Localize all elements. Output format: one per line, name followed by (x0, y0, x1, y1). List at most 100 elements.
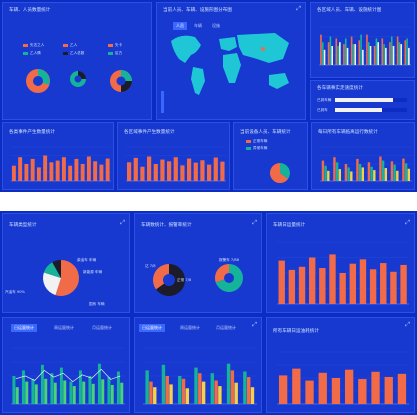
series-line (15, 368, 121, 382)
bar (72, 386, 76, 404)
bar (153, 387, 157, 404)
bar (110, 384, 114, 404)
bar (49, 162, 54, 181)
donut-charts (26, 69, 132, 93)
bar (30, 158, 35, 181)
panel-title: 车辆、人员数量统计 (9, 8, 51, 13)
pie-label: 汽油车 90% (5, 290, 25, 294)
bar (358, 164, 362, 181)
tab-monthly[interactable]: 月运量统计 (92, 325, 112, 330)
bar (339, 42, 341, 65)
pie-slice (52, 260, 61, 278)
donut-chart-2 (70, 71, 86, 87)
volume-compare-chart (143, 347, 257, 405)
expand-icon[interactable]: ⤢ (120, 219, 125, 226)
bar (370, 166, 373, 181)
bar (127, 162, 132, 181)
bar (55, 160, 60, 181)
bar (68, 165, 73, 181)
tab-daily[interactable]: 日运量统计 (11, 324, 37, 332)
bar (133, 157, 138, 181)
tab-monthly[interactable]: 月运量统计 (216, 325, 236, 330)
bar (404, 163, 408, 181)
bar (15, 387, 19, 404)
pie-slice (43, 262, 61, 278)
legend-swatch (108, 43, 113, 47)
panel-title: 各区域人员、车辆、设施统计图 (317, 8, 382, 13)
bar (324, 165, 327, 181)
map-legend-bar (161, 91, 164, 113)
bar (321, 160, 325, 181)
bar (213, 157, 218, 181)
bar (352, 44, 355, 65)
tab-weekly[interactable]: 周运量统计 (180, 325, 200, 330)
bar (167, 161, 172, 181)
tab-daily[interactable]: 日运量统计 (139, 324, 165, 332)
continent-europe (219, 37, 237, 51)
bar (305, 380, 314, 404)
event-type-bar-chart (11, 146, 111, 182)
tab-weekly[interactable]: 周运量统计 (54, 325, 74, 330)
bar (220, 161, 225, 181)
bar (53, 382, 57, 404)
panel-title: 所有车辆日运油耗统计 (273, 329, 319, 334)
bar (230, 370, 235, 404)
panel-volume-compare: ⤢ 日运量统计 周运量统计 月运量统计 (134, 317, 262, 413)
bar (397, 373, 407, 404)
bar (24, 164, 29, 181)
bar (396, 36, 399, 65)
bar (308, 257, 316, 304)
bar (390, 271, 397, 304)
donut-chart-1 (26, 69, 50, 93)
expand-icon[interactable]: ⤢ (252, 219, 257, 226)
pie-slice (153, 264, 169, 290)
bar (278, 260, 285, 304)
bar (373, 170, 376, 181)
tab-vehicles[interactable]: 车辆 (194, 23, 202, 28)
expand-icon[interactable]: ⤢ (405, 219, 410, 226)
donut-hole (163, 274, 175, 286)
panel-people-vehicle-count: 车辆、人员数量统计 矢志之人 乙人情 乙人 乙人总数 矢卡 区方 (2, 2, 152, 120)
bar (140, 166, 145, 181)
legend-item: 正常车辆 (246, 139, 267, 144)
bar (318, 372, 327, 404)
expand-icon[interactable]: ⤢ (405, 321, 410, 328)
pie-label: 报警车 7/88 (219, 258, 239, 262)
bar (400, 44, 403, 65)
fuel-consumption-bar-chart (277, 351, 409, 405)
device-pie-chart (270, 163, 290, 183)
bar (333, 157, 336, 181)
bar (381, 38, 384, 65)
bar (145, 370, 149, 404)
bar (91, 383, 95, 404)
bar (160, 159, 165, 181)
bar (393, 164, 396, 181)
bar (335, 162, 339, 181)
legend-item: 乙人总数 (63, 51, 84, 56)
bar (187, 158, 192, 181)
donut-hole (224, 273, 234, 283)
expand-icon[interactable]: ⤢ (296, 5, 301, 12)
legend-item: 区方 (108, 51, 122, 56)
donut-hole (116, 76, 126, 86)
bar (366, 34, 368, 65)
tab-facilities[interactable]: 设施 (212, 23, 220, 28)
legend-swatch (246, 139, 251, 143)
bar (398, 42, 401, 65)
panel-title: 各区域事件产生数量统计 (124, 130, 175, 135)
donut-hole (74, 75, 82, 83)
bar (147, 156, 152, 181)
bar (321, 42, 324, 65)
expand-icon[interactable]: ⤢ (252, 321, 257, 328)
legend-swatch (246, 146, 251, 150)
tab-people[interactable]: 人员 (173, 22, 187, 30)
bar (173, 157, 178, 181)
map-marker[interactable] (261, 47, 265, 51)
bar (181, 378, 186, 404)
region-event-bar-chart (126, 146, 226, 182)
bar (404, 40, 407, 65)
bar (338, 169, 342, 181)
pie-label: 新能源 车辆 (83, 270, 103, 274)
bar (354, 44, 357, 65)
bar (97, 363, 101, 404)
